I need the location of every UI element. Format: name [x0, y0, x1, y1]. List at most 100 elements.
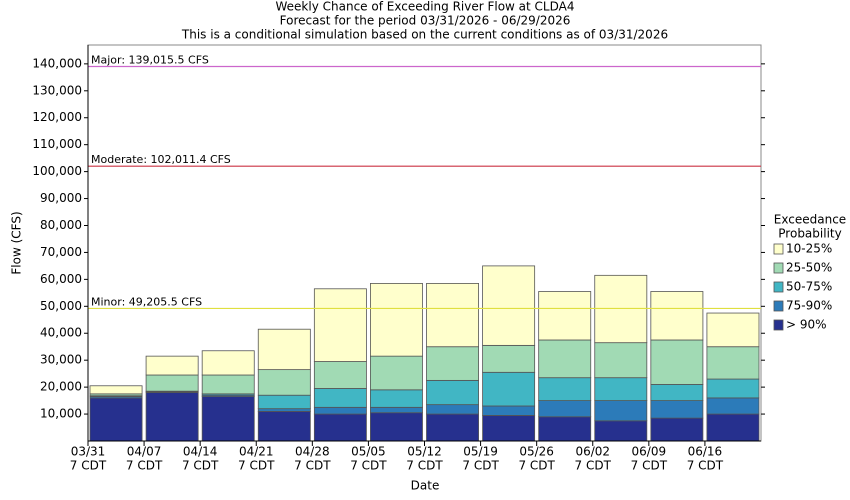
bar-segment — [594, 377, 648, 401]
legend-swatch — [773, 319, 784, 331]
bar-segment — [482, 371, 536, 407]
bar-segment — [706, 346, 760, 380]
x-tick-label: 05/12 — [407, 445, 442, 459]
x-tick-label: 06/09 — [632, 445, 667, 459]
y-tick-label: 90,000 — [40, 191, 82, 205]
x-tick-label: 06/16 — [688, 445, 723, 459]
y-tick-label: 20,000 — [40, 380, 82, 394]
x-tick-sublabel: 7 CDT — [350, 459, 387, 473]
x-tick-label: 04/14 — [183, 445, 218, 459]
bar-segment — [482, 344, 536, 373]
bar-segment — [706, 312, 760, 348]
y-tick-label: 30,000 — [40, 353, 82, 367]
bar-segment — [482, 265, 536, 346]
bar-segment — [257, 328, 311, 371]
x-tick-label: 05/05 — [351, 445, 386, 459]
x-tick-sublabel: 7 CDT — [238, 459, 275, 473]
bar-segment — [426, 404, 479, 415]
bar-segment — [201, 350, 255, 376]
bar-segment — [370, 355, 423, 391]
bar-segment — [426, 379, 479, 406]
legend-title: Probability — [778, 227, 841, 241]
y-tick-label: 80,000 — [40, 218, 82, 232]
bar-segment — [370, 406, 423, 414]
y-tick-label: 140,000 — [32, 56, 82, 70]
bar-segment — [594, 420, 648, 442]
legend-swatch — [773, 281, 784, 293]
bar-segment — [706, 378, 760, 399]
y-tick-label: 100,000 — [32, 164, 82, 178]
y-tick-label: 50,000 — [40, 299, 82, 313]
chart-title: Weekly Chance of Exceeding River Flow at… — [276, 0, 575, 14]
bar-segment — [650, 384, 704, 401]
threshold-label: Major: 139,015.5 CFS — [91, 54, 209, 67]
legend-label: 75-90% — [786, 299, 832, 313]
x-tick-sublabel: 7 CDT — [182, 459, 219, 473]
y-tick-label: 130,000 — [32, 83, 82, 97]
bar-segment — [538, 416, 592, 442]
x-tick-sublabel: 7 CDT — [687, 459, 724, 473]
bar-segment — [370, 389, 423, 408]
bar-segment — [538, 291, 592, 341]
legend-label: 10-25% — [786, 242, 832, 256]
x-tick-sublabel: 7 CDT — [518, 459, 555, 473]
bar-segment — [426, 413, 479, 442]
bar-segment — [257, 369, 311, 396]
bar-segment — [201, 374, 255, 395]
legend-label: 25-50% — [786, 261, 832, 275]
x-tick-label: 05/19 — [463, 445, 498, 459]
x-tick-sublabel: 7 CDT — [631, 459, 668, 473]
bar-segment — [313, 288, 367, 362]
x-tick-sublabel: 7 CDT — [70, 459, 107, 473]
bar-segment — [594, 342, 648, 379]
y-tick-label: 60,000 — [40, 272, 82, 286]
bar-segment — [89, 385, 143, 395]
plot-area — [87, 44, 762, 442]
x-tick-label: 04/21 — [239, 445, 274, 459]
bar-segment — [706, 413, 760, 442]
x-axis-label: Date — [411, 479, 440, 493]
bar-segment — [594, 400, 648, 422]
bar-segment — [482, 405, 536, 416]
legend-swatch — [773, 300, 784, 312]
bar-segment — [145, 392, 199, 442]
x-tick-label: 06/02 — [575, 445, 610, 459]
bar-segment — [313, 406, 367, 415]
bar-segment — [257, 394, 311, 410]
x-tick-label: 05/26 — [519, 445, 554, 459]
bar-segment — [482, 415, 536, 442]
bar-segment — [89, 397, 143, 442]
y-tick-label: 40,000 — [40, 326, 82, 340]
bar-segment — [257, 410, 311, 442]
x-tick-sublabel: 7 CDT — [126, 459, 163, 473]
x-tick-label: 03/31 — [71, 445, 106, 459]
threshold-label: Minor: 49,205.5 CFS — [91, 295, 202, 308]
bar-segment — [313, 361, 367, 389]
y-tick-label: 10,000 — [40, 407, 82, 421]
bar-segment — [650, 291, 704, 341]
legend-label: 50-75% — [786, 280, 832, 294]
y-tick-label: 110,000 — [32, 137, 82, 151]
x-tick-sublabel: 7 CDT — [462, 459, 499, 473]
legend-title: Exceedance — [774, 213, 846, 227]
x-tick-label: 04/07 — [127, 445, 162, 459]
bar-segment — [201, 396, 255, 442]
y-axis-label: Flow (CFS) — [10, 211, 24, 274]
bar-segment — [426, 283, 479, 348]
bar-segment — [650, 417, 704, 442]
bar-segment — [426, 346, 479, 381]
x-tick-sublabel: 7 CDT — [406, 459, 443, 473]
bar-segment — [145, 355, 199, 376]
bar-segment — [370, 283, 423, 357]
threshold-label: Moderate: 102,011.4 CFS — [91, 153, 231, 166]
x-tick-sublabel: 7 CDT — [575, 459, 612, 473]
chart-subtitle: Forecast for the period 03/31/2026 - 06/… — [280, 14, 571, 28]
bar-segment — [650, 400, 704, 419]
legend-swatch — [773, 262, 784, 274]
bar-segment — [313, 388, 367, 408]
chart-subtitle: This is a conditional simulation based o… — [181, 28, 668, 42]
bar-segment — [313, 413, 367, 442]
bar-segment — [538, 377, 592, 401]
bar-segment — [257, 408, 311, 412]
